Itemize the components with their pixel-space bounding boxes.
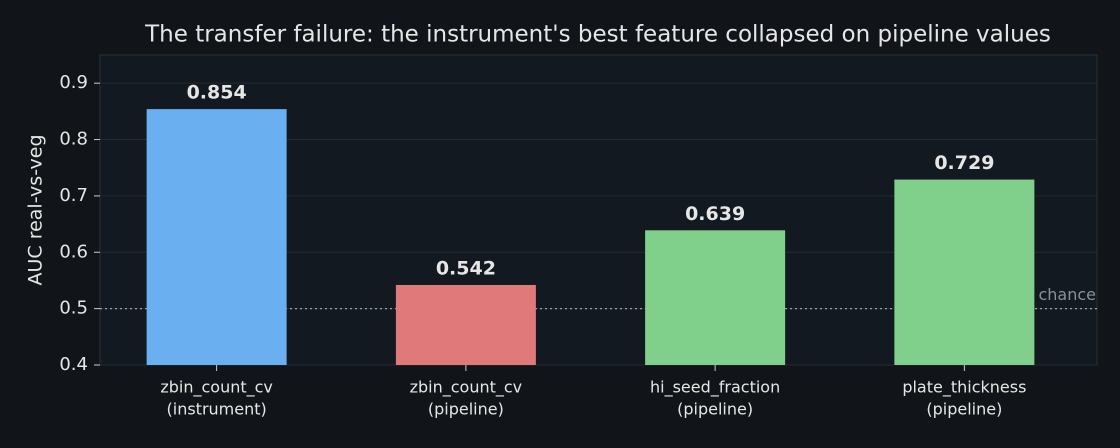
y-tick-label: 0.4: [59, 354, 88, 375]
value-label: 0.729: [934, 152, 994, 174]
x-tick-label: zbin_count_cv: [410, 378, 523, 398]
bar: [146, 109, 287, 365]
x-tick-label: plate_thickness: [902, 378, 1026, 398]
x-tick-label: (pipeline): [926, 400, 1002, 419]
y-tick-label: 0.9: [59, 72, 88, 93]
bar: [645, 230, 786, 365]
y-tick-label: 0.7: [59, 185, 88, 206]
x-tick-label: (pipeline): [428, 400, 504, 419]
y-axis-label: AUC real-vs-veg: [25, 134, 47, 285]
x-tick-label: (instrument): [167, 400, 267, 419]
y-tick-label: 0.5: [59, 298, 88, 319]
bar: [395, 284, 536, 365]
x-tick-label: (pipeline): [677, 400, 753, 419]
value-label: 0.542: [436, 257, 496, 279]
y-tick-label: 0.6: [59, 241, 88, 262]
value-label: 0.854: [187, 82, 247, 104]
y-tick-label: 0.8: [59, 129, 88, 150]
x-tick-label: hi_seed_fraction: [650, 378, 780, 398]
value-label: 0.639: [685, 203, 745, 225]
x-tick-label: zbin_count_cv: [160, 378, 273, 398]
reference-label: chance: [1038, 285, 1096, 304]
bar: [894, 179, 1035, 365]
chart-title: The transfer failure: the instrument's b…: [144, 22, 1051, 48]
